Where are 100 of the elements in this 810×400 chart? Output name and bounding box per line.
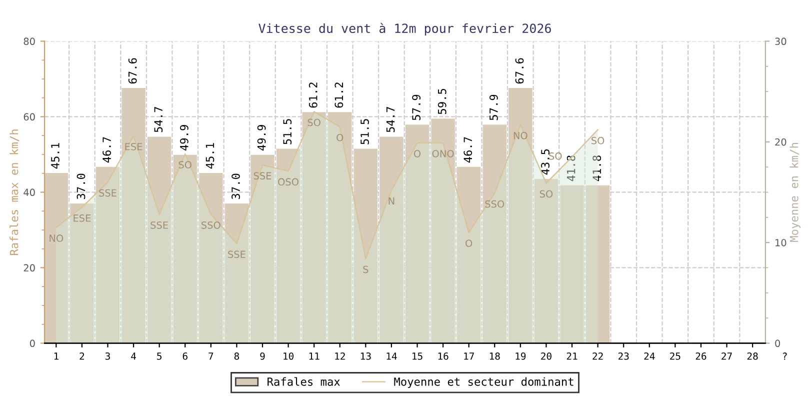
annotation: SO [540,190,553,198]
data-label: 61.2 [334,82,344,108]
chart-title: Vitesse du vent à 12m pour fevrier 2026 [258,22,551,36]
y-tick-label: 0 [30,340,35,348]
annotation: O [466,240,472,247]
x-tick-label: 6 [182,352,188,360]
x-tick-label: 3 [105,352,110,360]
annotation: SO [592,136,604,144]
annotation: SSE [99,189,116,197]
data-label: 54.7 [386,107,395,132]
annotation: O [336,134,344,142]
x-tick-label: 16 [438,352,448,360]
annotation: SSO [485,200,504,208]
x-tick-label: 13 [360,352,371,360]
x-tick-label: 23 [618,352,629,360]
bar [354,148,378,344]
y2-tick-label: 0 [775,340,780,348]
x-tick-label: 12 [335,352,345,360]
x-tick-label: 28 [747,352,758,360]
annotation: O [414,150,421,158]
x-tick-label: 21 [566,352,578,360]
text: ? [783,352,787,360]
bar [560,185,584,344]
data-label: 57.9 [412,94,421,120]
bar [147,136,172,344]
y-tick-label: 40 [24,188,35,196]
x-tick-label: 2 [80,352,84,360]
bar [70,204,94,344]
bar [456,166,481,344]
legend-label: Moyenne et secteur dominant [394,377,574,388]
data-label: 67.6 [128,58,137,84]
annotation: SSO [202,221,220,229]
annotation: SO [549,152,562,160]
y2-axis-title: Moyenne en km/h [790,143,800,242]
data-label: 51.5 [360,119,369,144]
x-tick-label: 10 [284,352,294,360]
x-tick-label: 27 [722,352,732,360]
data-label: 37.0 [76,174,86,200]
x-tick-label: 7 [208,352,214,360]
annotation: ESE [125,142,142,150]
annotation: SSE [228,250,246,258]
data-label: 46.7 [464,137,472,163]
data-label: 45.1 [51,143,60,169]
data-label: 46.7 [102,137,111,163]
x-tick-label: 24 [644,352,655,360]
bar [199,172,223,344]
x-tick-label: 26 [696,352,706,360]
y-tick-label: 80 [24,38,35,46]
bar [276,148,300,344]
x-tick-label: 9 [260,352,265,360]
data-label: 45.1 [206,143,214,169]
bar [328,112,352,344]
annotation: N [388,197,394,205]
data-label: 37.0 [232,174,240,200]
data-label: 54.7 [154,107,163,132]
x-tick-label: 22 [592,352,603,360]
annotation: SO [178,161,192,168]
x-tick-label: 4 [131,352,136,360]
annotation: SO [308,118,320,126]
x-tick-label: 19 [516,352,526,360]
bar [508,88,532,344]
x-tick-label: 11 [309,352,320,360]
x-tick-label: 17 [464,352,474,360]
x-tick-label: 5 [157,352,162,360]
x-tick-label: 25 [670,352,680,360]
data-label: 41.8 [592,156,602,182]
bar [431,118,455,344]
data-label: 57.9 [489,94,498,120]
bar [482,124,506,344]
bar [302,112,326,344]
x-tick-label: 18 [490,352,500,360]
data-label: 49.9 [180,125,188,150]
data-label: 43.5 [541,149,550,175]
legend-label: Rafales max [268,377,340,386]
annotation: SSE [150,221,168,229]
data-label: 51.5 [283,119,292,144]
annotation: NO [514,132,528,140]
annotation: ONO [432,150,454,158]
bar [224,204,249,344]
y2-tick-label: 30 [775,38,786,46]
annotation: S [363,266,368,274]
bar [173,154,197,344]
y-axis-title: Rafales max en km/h [10,130,20,255]
x-tick-label: 1 [54,352,58,360]
x-tick-label: 20 [541,352,552,360]
annotation: ESE [74,214,91,222]
bar [586,185,610,344]
y2-tick-label: 10 [776,239,786,246]
bar [380,136,404,344]
y-tick-label: 60 [24,113,35,121]
data-label: 67.6 [515,58,524,84]
bar [44,172,68,344]
bar [534,178,558,344]
y-tick-label: 20 [24,264,35,272]
y2-tick-label: 20 [775,138,786,146]
x-tick-label: 15 [412,352,422,360]
bar [122,88,146,344]
x-tick-label: 8 [234,352,240,360]
bar [405,124,430,344]
x-tick-label: 14 [386,352,397,360]
